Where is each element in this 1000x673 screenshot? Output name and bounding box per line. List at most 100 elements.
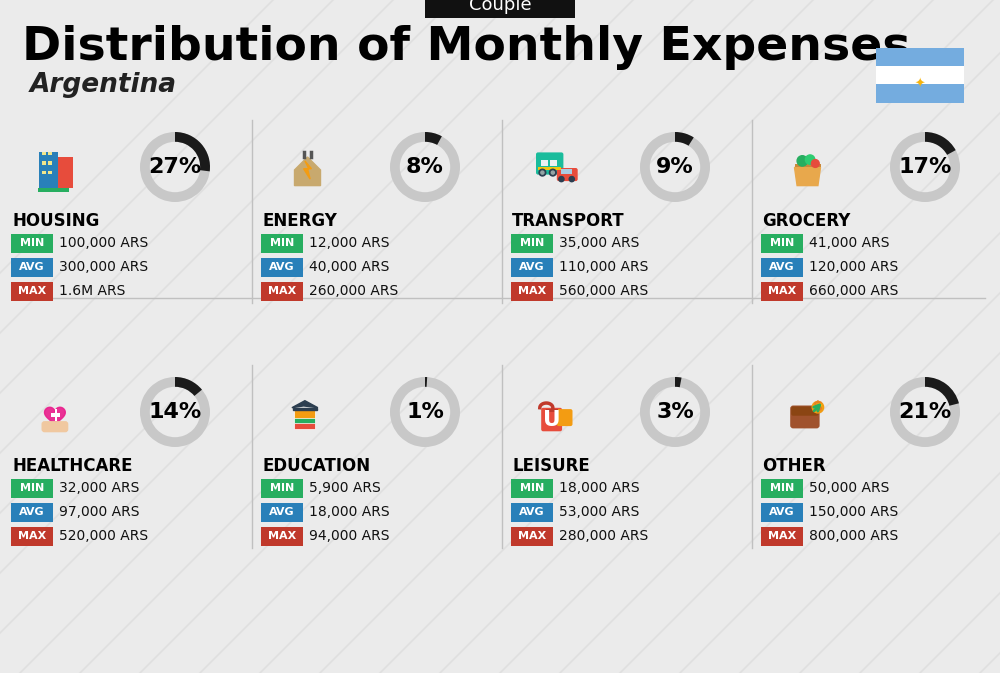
Text: 94,000 ARS: 94,000 ARS <box>309 529 390 543</box>
Text: 97,000 ARS: 97,000 ARS <box>59 505 140 519</box>
Polygon shape <box>292 400 318 408</box>
Text: HEALTHCARE: HEALTHCARE <box>12 457 132 475</box>
FancyBboxPatch shape <box>55 157 73 188</box>
Text: 3%: 3% <box>656 402 694 422</box>
Wedge shape <box>675 377 682 387</box>
FancyBboxPatch shape <box>48 162 52 164</box>
FancyBboxPatch shape <box>511 281 553 301</box>
FancyBboxPatch shape <box>791 406 819 416</box>
FancyBboxPatch shape <box>761 503 803 522</box>
Text: AVG: AVG <box>269 262 295 272</box>
FancyBboxPatch shape <box>876 66 964 84</box>
Text: MIN: MIN <box>770 483 794 493</box>
Text: AVG: AVG <box>19 507 45 517</box>
Text: 12,000 ARS: 12,000 ARS <box>309 236 390 250</box>
Circle shape <box>812 402 824 413</box>
FancyBboxPatch shape <box>538 167 561 170</box>
Wedge shape <box>925 377 959 406</box>
Text: MAX: MAX <box>768 531 796 541</box>
Text: AVG: AVG <box>519 262 545 272</box>
Text: 18,000 ARS: 18,000 ARS <box>309 505 390 519</box>
Wedge shape <box>425 132 442 145</box>
Text: MAX: MAX <box>268 531 296 541</box>
FancyBboxPatch shape <box>294 411 315 417</box>
FancyBboxPatch shape <box>11 503 53 522</box>
FancyBboxPatch shape <box>761 234 803 252</box>
Text: 5,900 ARS: 5,900 ARS <box>309 481 381 495</box>
Polygon shape <box>304 161 311 179</box>
Text: AVG: AVG <box>19 262 45 272</box>
Text: OTHER: OTHER <box>762 457 826 475</box>
Text: HOUSING: HOUSING <box>12 212 99 230</box>
Polygon shape <box>293 408 317 411</box>
Polygon shape <box>294 157 320 186</box>
Text: 150,000 ARS: 150,000 ARS <box>809 505 898 519</box>
Text: AVG: AVG <box>269 507 295 517</box>
Text: 53,000 ARS: 53,000 ARS <box>559 505 639 519</box>
Text: GROCERY: GROCERY <box>762 212 850 230</box>
Text: MAX: MAX <box>18 286 46 296</box>
FancyBboxPatch shape <box>11 258 53 277</box>
FancyBboxPatch shape <box>761 258 803 277</box>
FancyBboxPatch shape <box>261 479 303 497</box>
FancyBboxPatch shape <box>761 479 803 497</box>
Text: 260,000 ARS: 260,000 ARS <box>309 284 398 298</box>
Text: 9%: 9% <box>656 157 694 177</box>
Text: 40,000 ARS: 40,000 ARS <box>309 260 389 274</box>
FancyBboxPatch shape <box>790 406 820 429</box>
Circle shape <box>551 171 554 174</box>
FancyBboxPatch shape <box>511 503 553 522</box>
Wedge shape <box>640 377 710 447</box>
FancyBboxPatch shape <box>42 162 46 164</box>
Circle shape <box>569 176 574 182</box>
FancyBboxPatch shape <box>38 188 69 192</box>
Text: $: $ <box>813 400 823 414</box>
FancyBboxPatch shape <box>39 152 58 188</box>
Polygon shape <box>794 168 820 186</box>
Wedge shape <box>640 132 710 202</box>
Text: 27%: 27% <box>148 157 202 177</box>
Wedge shape <box>175 132 210 172</box>
Text: ENERGY: ENERGY <box>262 212 337 230</box>
FancyBboxPatch shape <box>557 409 572 426</box>
Circle shape <box>541 171 544 174</box>
Text: MIN: MIN <box>270 238 294 248</box>
FancyBboxPatch shape <box>48 170 52 174</box>
Text: 660,000 ARS: 660,000 ARS <box>809 284 898 298</box>
Text: MIN: MIN <box>270 483 294 493</box>
FancyBboxPatch shape <box>876 48 964 66</box>
FancyBboxPatch shape <box>51 413 60 417</box>
FancyBboxPatch shape <box>261 258 303 277</box>
Circle shape <box>549 169 556 176</box>
Wedge shape <box>390 377 460 447</box>
Text: 800,000 ARS: 800,000 ARS <box>809 529 898 543</box>
Circle shape <box>805 155 815 164</box>
Wedge shape <box>890 132 960 202</box>
Text: 110,000 ARS: 110,000 ARS <box>559 260 648 274</box>
FancyBboxPatch shape <box>761 281 803 301</box>
Text: MAX: MAX <box>268 286 296 296</box>
Wedge shape <box>140 377 210 447</box>
Text: 1%: 1% <box>406 402 444 422</box>
Text: 17%: 17% <box>898 157 952 177</box>
FancyBboxPatch shape <box>11 234 53 252</box>
FancyBboxPatch shape <box>546 409 558 413</box>
FancyBboxPatch shape <box>294 422 315 429</box>
Text: 32,000 ARS: 32,000 ARS <box>59 481 139 495</box>
Text: LEISURE: LEISURE <box>512 457 590 475</box>
FancyBboxPatch shape <box>425 0 575 18</box>
FancyBboxPatch shape <box>42 421 68 432</box>
Wedge shape <box>925 132 956 155</box>
Text: 41,000 ARS: 41,000 ARS <box>809 236 890 250</box>
FancyBboxPatch shape <box>541 408 562 431</box>
Circle shape <box>539 169 546 176</box>
Wedge shape <box>175 377 202 396</box>
Text: 280,000 ARS: 280,000 ARS <box>559 529 648 543</box>
FancyBboxPatch shape <box>511 234 553 252</box>
Text: MIN: MIN <box>20 238 44 248</box>
FancyBboxPatch shape <box>761 526 803 546</box>
FancyBboxPatch shape <box>48 152 52 155</box>
FancyBboxPatch shape <box>511 526 553 546</box>
Wedge shape <box>675 132 694 146</box>
FancyBboxPatch shape <box>11 479 53 497</box>
